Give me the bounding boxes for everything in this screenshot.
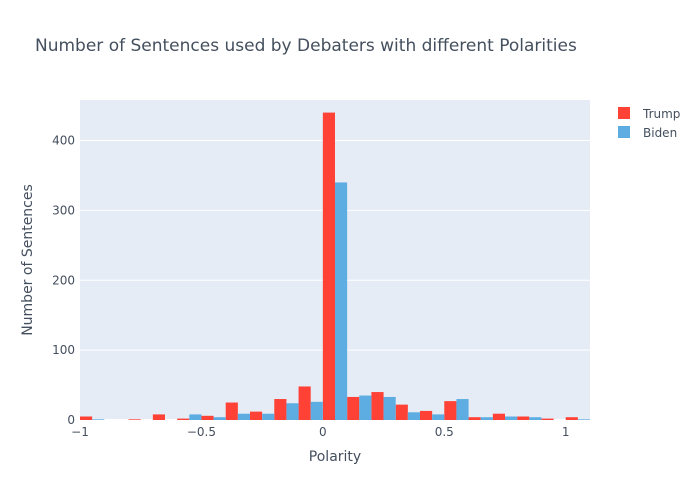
- legend-swatch-trump[interactable]: [618, 107, 630, 119]
- bar-biden[interactable]: [92, 419, 105, 420]
- bar-trump[interactable]: [565, 417, 578, 420]
- bar-biden[interactable]: [480, 417, 493, 420]
- bar-trump[interactable]: [371, 392, 384, 420]
- bar-trump[interactable]: [225, 402, 238, 420]
- bar-trump[interactable]: [541, 418, 554, 420]
- bar-biden[interactable]: [286, 403, 299, 420]
- x-tick-label: 0: [319, 425, 327, 439]
- bar-trump[interactable]: [128, 419, 141, 420]
- legend-swatch-biden[interactable]: [618, 126, 630, 138]
- bar-biden[interactable]: [577, 419, 590, 420]
- x-tick-label: −1: [71, 425, 89, 439]
- y-tick-label: 200: [52, 273, 75, 287]
- bar-biden[interactable]: [383, 396, 396, 420]
- bar-trump[interactable]: [444, 401, 457, 420]
- bar-biden[interactable]: [505, 416, 518, 420]
- x-tick-label: 1: [562, 425, 570, 439]
- y-tick-label: 300: [52, 203, 75, 217]
- bar-biden[interactable]: [456, 399, 469, 420]
- bar-trump[interactable]: [177, 418, 190, 420]
- y-tick-label: 400: [52, 134, 75, 148]
- chart-title: Number of Sentences used by Debaters wit…: [35, 36, 577, 56]
- bar-biden[interactable]: [213, 417, 226, 420]
- y-tick-labels: 0 100 200 300 400: [52, 134, 75, 427]
- bar-trump[interactable]: [80, 416, 93, 420]
- x-tick-label: 0.5: [435, 425, 454, 439]
- bar-biden[interactable]: [237, 413, 250, 420]
- bar-trump[interactable]: [420, 410, 433, 420]
- bar-trump[interactable]: [250, 411, 263, 420]
- bar-trump[interactable]: [517, 416, 530, 420]
- legend-label-biden[interactable]: Biden: [643, 126, 677, 140]
- bar-trump[interactable]: [395, 404, 408, 420]
- legend-label-trump[interactable]: Trump: [642, 107, 680, 121]
- y-tick-label: 0: [67, 413, 75, 427]
- bar-biden[interactable]: [189, 414, 202, 420]
- bar-trump[interactable]: [468, 417, 481, 420]
- bar-biden[interactable]: [432, 414, 445, 420]
- bar-trump[interactable]: [152, 414, 165, 420]
- y-tick-label: 100: [52, 343, 75, 357]
- y-axis-label: Number of Sentences: [20, 184, 36, 336]
- bar-biden[interactable]: [335, 182, 348, 420]
- bar-biden[interactable]: [407, 412, 420, 420]
- bar-trump[interactable]: [298, 386, 311, 420]
- bar-biden[interactable]: [529, 417, 542, 420]
- bars: [80, 112, 590, 420]
- bar-biden[interactable]: [359, 395, 372, 420]
- x-tick-labels: −1 −0.5 0 0.5 1: [71, 425, 569, 439]
- bar-trump[interactable]: [274, 399, 287, 420]
- legend[interactable]: Trump Biden: [618, 107, 680, 140]
- bar-trump[interactable]: [347, 396, 360, 420]
- x-axis-label: Polarity: [309, 449, 361, 465]
- bar-trump[interactable]: [201, 415, 214, 420]
- bar-biden[interactable]: [310, 401, 323, 420]
- x-tick-label: −0.5: [187, 425, 216, 439]
- bar-trump[interactable]: [322, 112, 335, 420]
- bar-biden[interactable]: [262, 413, 275, 420]
- bar-trump[interactable]: [492, 413, 505, 420]
